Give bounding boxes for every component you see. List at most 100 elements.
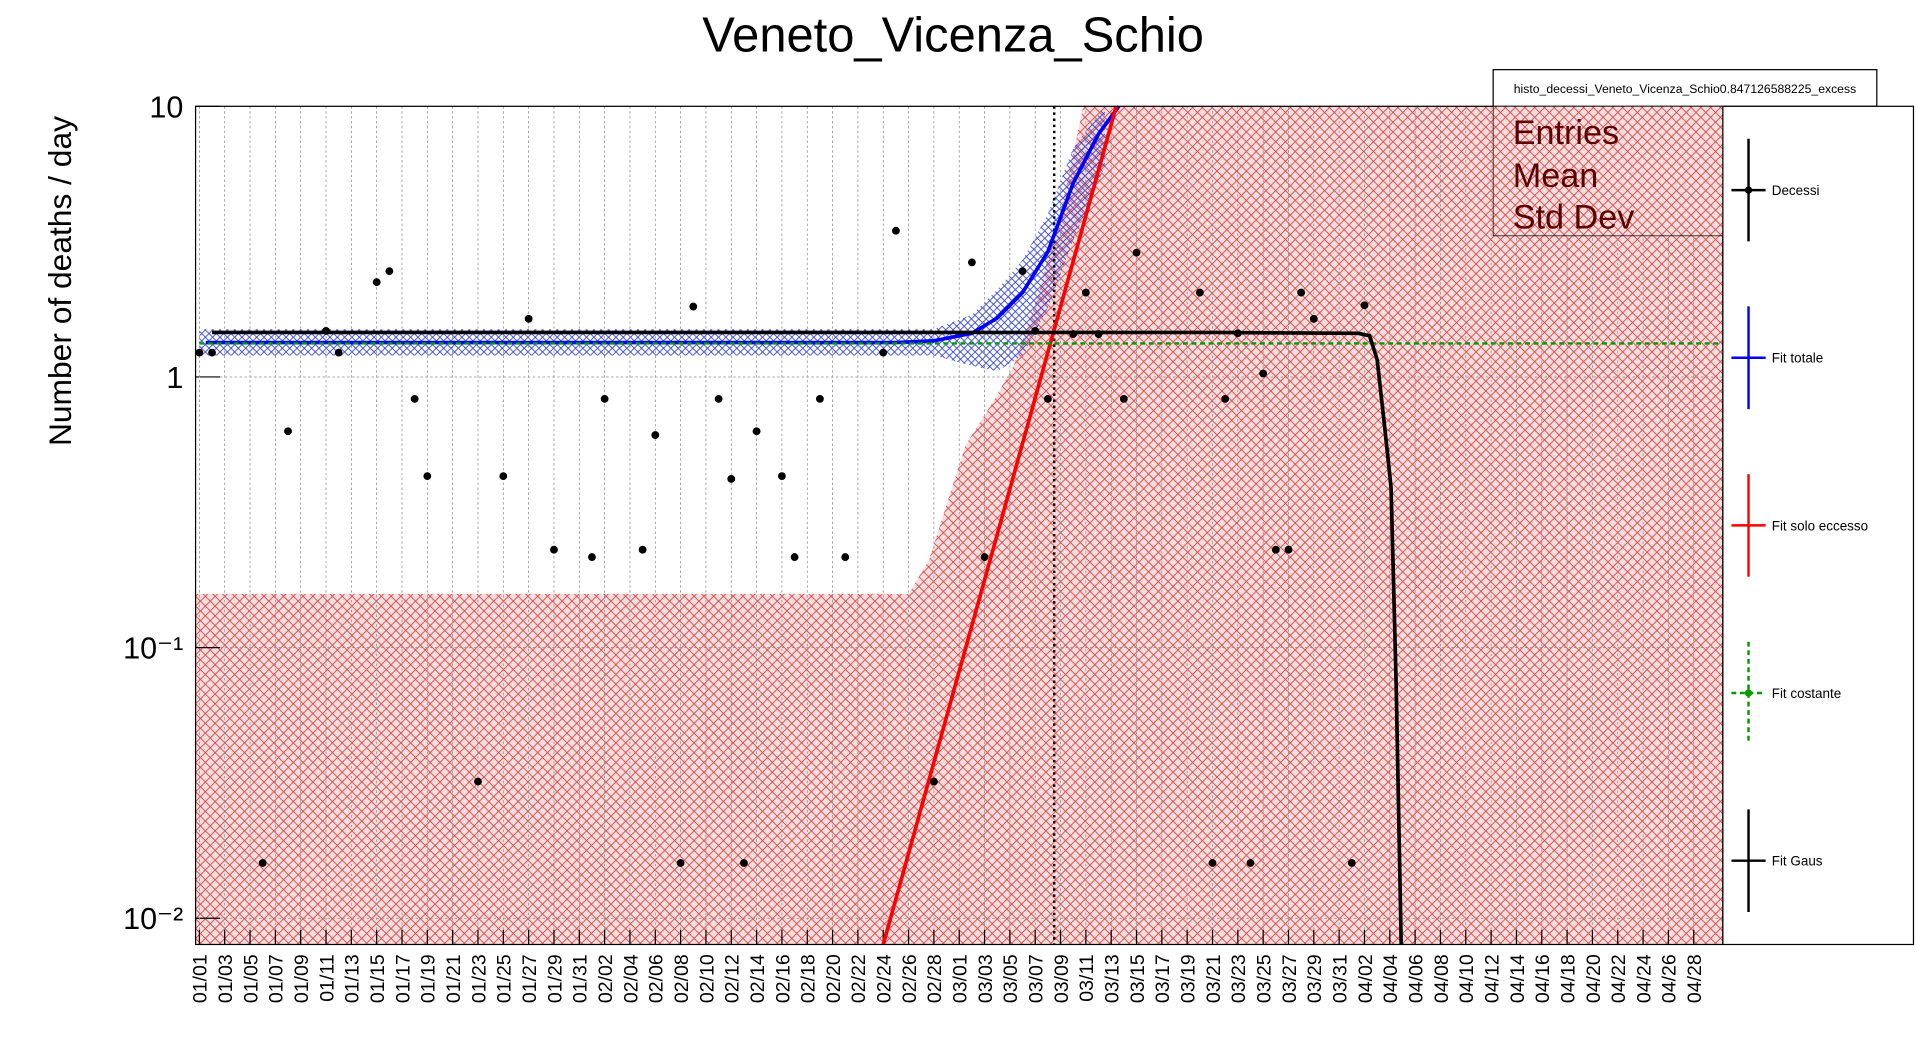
data-point (385, 267, 394, 276)
data-point (1132, 248, 1141, 257)
data-point (208, 348, 216, 357)
x-tick-label: 02/14 (747, 954, 769, 1003)
legend-label: Fit totale (1772, 351, 1824, 366)
data-point (322, 326, 330, 335)
data-point (600, 394, 609, 403)
x-tick-label: 03/13 (1102, 954, 1124, 1003)
data-point (727, 475, 736, 483)
x-tick-label: 01/19 (418, 954, 440, 1003)
stats-body (1492, 105, 1724, 237)
data-point (1246, 859, 1255, 867)
data-point (638, 545, 647, 554)
data-point (740, 859, 748, 867)
data-point (689, 302, 698, 311)
x-tick-label: 02/26 (899, 954, 921, 1003)
x-tick-label: 03/25 (1253, 954, 1275, 1003)
stats-header (1492, 69, 1878, 107)
x-tick-label: 02/04 (620, 954, 642, 1003)
y-tick-label: 10⁻² (123, 902, 183, 936)
x-tick-label: 03/11 (1076, 954, 1098, 1001)
data-point (258, 859, 267, 867)
x-tick-label: 03/17 (1152, 954, 1174, 1003)
fit-line (881, 105, 1119, 945)
data-point (1208, 859, 1217, 867)
x-tick-label: 03/09 (1051, 954, 1073, 1003)
data-point (334, 348, 343, 357)
x-tick-label: 01/15 (367, 954, 389, 1003)
data-point (1195, 288, 1204, 297)
x-tick-label: 04/02 (1355, 954, 1377, 1003)
data-point (1233, 329, 1242, 338)
data-point (499, 472, 508, 481)
x-tick-label: 02/02 (595, 954, 617, 1003)
x-tick-label: 03/21 (1203, 954, 1225, 1003)
x-tick-label: 04/20 (1583, 954, 1605, 1003)
x-tick-label: 02/22 (848, 954, 870, 1003)
y-tick-label: 10⁻¹ (123, 632, 183, 666)
data-point (474, 777, 482, 786)
x-tick-label: 02/20 (823, 954, 845, 1003)
stats-title: histo_decessi_Veneto_Vicenza_Schio0.8471… (1514, 82, 1856, 96)
x-tick-label: 04/22 (1608, 954, 1630, 1003)
data-point (891, 226, 900, 235)
x-tick-label: 04/16 (1532, 954, 1554, 1003)
x-tick-label: 04/14 (1507, 954, 1529, 1003)
x-tick-label: 02/28 (924, 954, 946, 1003)
data-point (1360, 301, 1369, 310)
data-point (778, 472, 786, 481)
data-point (1259, 369, 1268, 378)
data-point (790, 553, 799, 561)
data-point (550, 545, 558, 554)
stats-label: Std Dev (1513, 198, 1635, 236)
data-point (1094, 330, 1103, 338)
data-point (1309, 314, 1318, 323)
legend: Decessi Fit totale Fit solo eccesso Fit cos… (1731, 138, 1868, 912)
legend-marker (1744, 689, 1753, 697)
x-tick-label: 01/29 (544, 954, 566, 1003)
data-point (1297, 288, 1306, 297)
x-tick-label: 01/23 (468, 954, 490, 1003)
data-point (752, 427, 761, 436)
x-tick-label: 02/12 (722, 954, 744, 1003)
x-tick-label: 03/03 (975, 954, 997, 1003)
x-tick-label: 01/27 (519, 954, 541, 1003)
data-point (879, 348, 888, 357)
data-point (676, 859, 685, 867)
x-tick-label: 03/15 (1127, 954, 1149, 1003)
x-tick-label: 01/09 (291, 954, 313, 1003)
data-point (423, 472, 432, 481)
data-point (967, 258, 976, 267)
fit-line (212, 330, 1404, 945)
x-tick-label: 01/01 (190, 954, 212, 1003)
x-tick-label: 01/25 (494, 954, 516, 1003)
y-axis-label: Number of deaths / day (42, 116, 78, 446)
data-point (1347, 859, 1356, 867)
data-point (1031, 326, 1040, 335)
data-point (980, 553, 989, 561)
data-point (588, 553, 596, 561)
x-tick-label: 03/29 (1304, 954, 1326, 1003)
data-point (816, 394, 824, 403)
band (195, 106, 1723, 945)
x-tick-label: 03/05 (1000, 954, 1022, 1003)
x-tick-label: 02/10 (696, 954, 718, 1003)
data-point (1284, 545, 1293, 554)
data-point (1018, 267, 1027, 276)
data-point (1119, 394, 1128, 403)
x-tick-label: 01/11 (316, 954, 338, 1001)
data-point (372, 278, 381, 287)
x-tick-label: 02/18 (798, 954, 820, 1003)
x-tick-label: 01/13 (342, 954, 364, 1003)
chart-title: Veneto_Vicenza_Schio (702, 8, 1204, 62)
x-tick-label: 01/17 (392, 954, 414, 1003)
data-point (524, 314, 533, 323)
x-tick-label: 03/07 (1026, 954, 1048, 1003)
data-point (1069, 330, 1078, 338)
x-tick-label: 04/06 (1405, 954, 1427, 1003)
x-tick-label: 02/16 (772, 954, 794, 1003)
y-tick-label: 1 (166, 361, 183, 395)
x-tick-label: 04/10 (1456, 954, 1478, 1003)
data-point (929, 777, 938, 786)
